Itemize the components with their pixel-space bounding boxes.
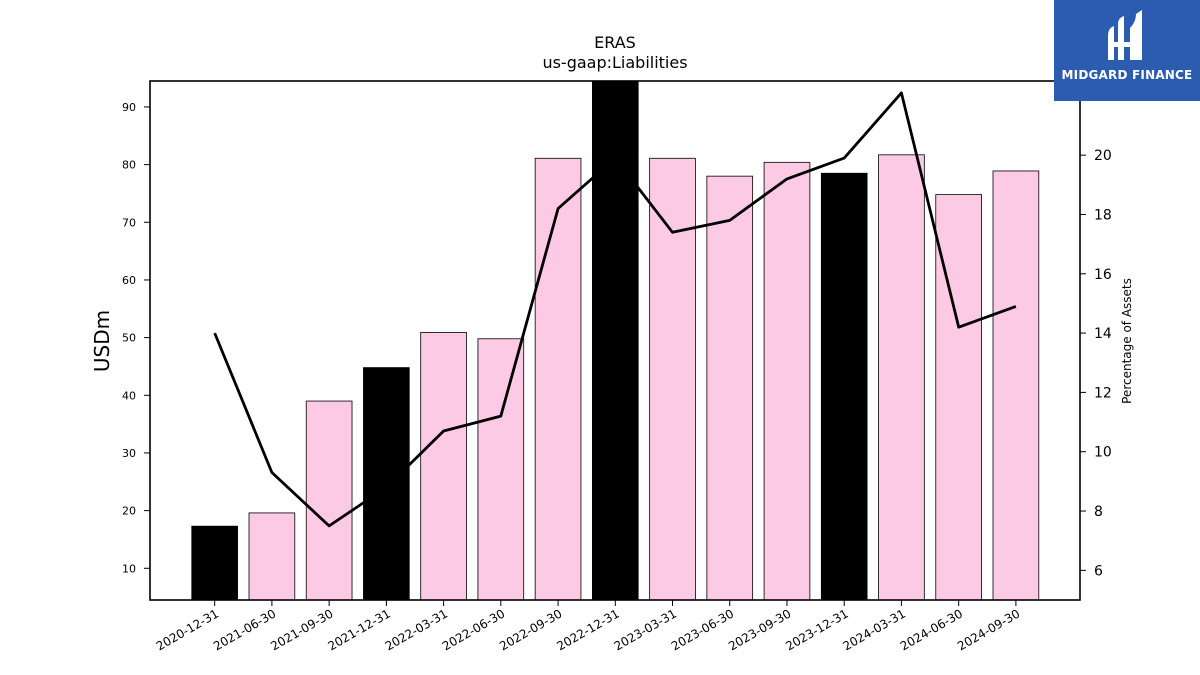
bar — [591, 80, 639, 601]
bar — [477, 338, 525, 601]
bar — [248, 512, 296, 601]
y-left-tick-label: 10 — [122, 562, 136, 575]
bar — [649, 157, 696, 601]
line-series — [213, 91, 1017, 528]
x-tick-label: 2022-06-30 — [440, 606, 507, 653]
bar — [305, 400, 353, 601]
bar — [363, 367, 410, 601]
y-right-tick-label: 14 — [1094, 326, 1112, 342]
x-tick-label: 2022-03-31 — [383, 606, 450, 653]
x-tick-label: 2021-12-31 — [325, 606, 392, 653]
y-right-tick-label: 18 — [1094, 207, 1112, 223]
y-right-tick-label: 10 — [1094, 445, 1112, 461]
bar-series — [191, 80, 1040, 601]
x-tick-label: 2023-06-30 — [669, 606, 736, 653]
chart-subtitle: us-gaap:Liabilities — [542, 53, 687, 72]
y-left-tick-label: 80 — [122, 159, 136, 172]
logo-text: MIDGARD FINANCE — [1061, 68, 1193, 82]
x-tick-label: 2023-12-31 — [783, 606, 850, 653]
bar — [820, 172, 868, 601]
x-tick-label: 2021-09-30 — [268, 606, 335, 653]
x-tick-label: 2023-09-30 — [726, 606, 793, 653]
x-tick-label: 2021-06-30 — [211, 606, 278, 653]
bar — [992, 170, 1040, 601]
y-left-tick-label: 70 — [122, 216, 136, 229]
y-right-tick-label: 8 — [1094, 504, 1103, 520]
chart-title: ERAS — [594, 33, 636, 52]
y-left-tick-label: 60 — [122, 274, 136, 287]
y-axis-right-label: Percentage of Assets — [1120, 278, 1134, 404]
y-left-tick-label: 90 — [122, 101, 136, 114]
y-left-tick-label: 40 — [122, 389, 136, 402]
bar — [191, 525, 238, 601]
y-right-tick-label: 12 — [1094, 385, 1112, 401]
bar — [420, 332, 467, 601]
y-right-tick-label: 6 — [1094, 563, 1103, 579]
bar — [878, 154, 925, 601]
y-left-tick-label: 50 — [122, 332, 136, 345]
x-tick-label: 2020-12-31 — [154, 606, 221, 653]
x-tick-label: 2022-12-31 — [554, 606, 621, 653]
percentage-line — [213, 91, 1017, 528]
y-right-tick-label: 16 — [1094, 267, 1112, 283]
bar — [706, 175, 754, 601]
y-right-tick-label: 20 — [1094, 148, 1112, 164]
bar — [935, 194, 982, 601]
y-left-tick-label: 20 — [122, 505, 136, 518]
bar — [534, 157, 582, 601]
x-tick-label: 2024-09-30 — [955, 606, 1022, 653]
bar — [763, 161, 811, 601]
x-tick-label: 2024-06-30 — [898, 606, 965, 653]
x-tick-label: 2022-09-30 — [497, 606, 564, 653]
midgard-finance-logo: MIDGARD FINANCE — [1054, 0, 1200, 101]
x-tick-label: 2023-03-31 — [612, 606, 679, 653]
logo-mark-icon — [1108, 10, 1142, 60]
y-axis-left-label: USDm — [90, 310, 114, 372]
x-tick-label: 2024-03-31 — [841, 606, 908, 653]
y-left-tick-label: 30 — [122, 447, 136, 460]
